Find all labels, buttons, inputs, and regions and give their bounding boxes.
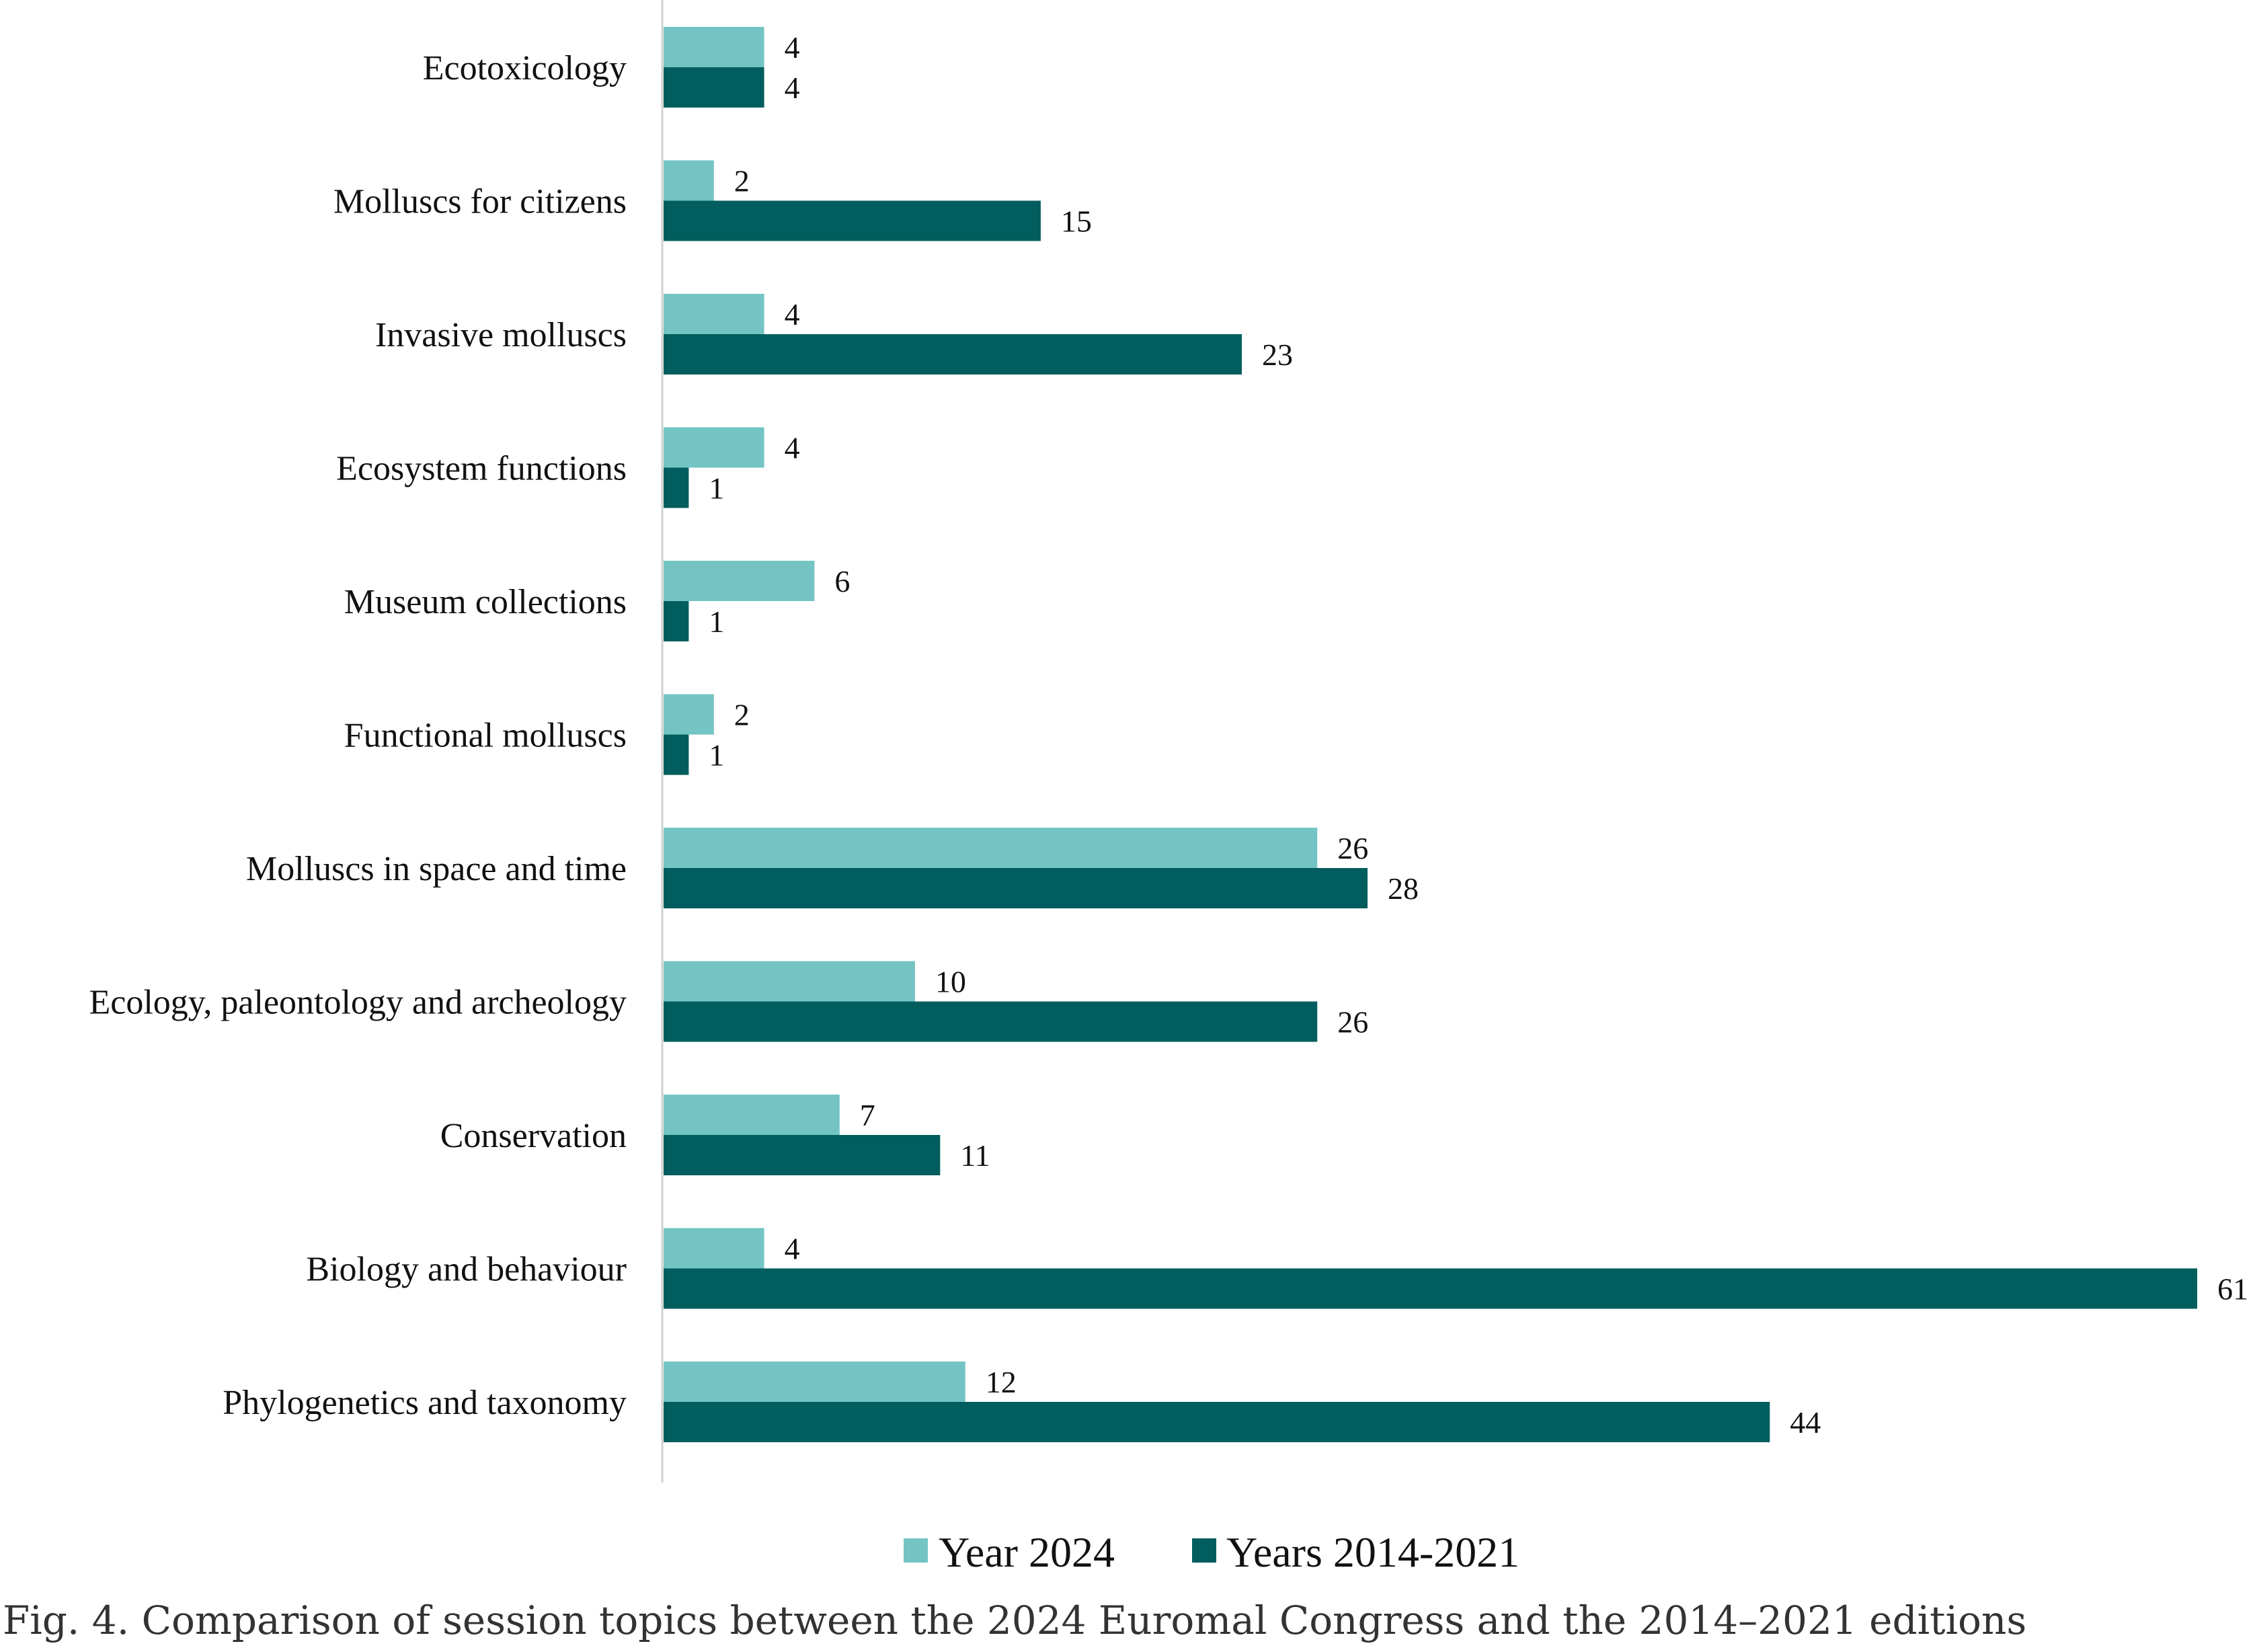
figure-caption: Fig. 4. Comparison of session topics bet… [3, 1598, 2027, 1643]
data-label-molluscs-for-citizens-years-2014-2021: 15 [1061, 204, 1092, 239]
legend-swatch-years-2014-2021 [1192, 1538, 1216, 1563]
data-label-museum-collections-year-2024: 6 [834, 564, 850, 598]
legend-swatch-year-2024 [904, 1538, 928, 1563]
bar-conservation-years-2014-2021 [664, 1135, 941, 1175]
data-label-molluscs-in-space-and-time-years-2014-2021: 28 [1388, 871, 1419, 906]
data-label-museum-collections-years-2014-2021: 1 [709, 604, 724, 639]
bar-phylogenetics-and-taxonomy-year-2024 [664, 1362, 965, 1402]
data-label-functional-molluscs-years-2014-2021: 1 [709, 738, 724, 773]
category-label-functional-molluscs: Functional molluscs [344, 717, 627, 755]
bar-functional-molluscs-years-2014-2021 [664, 734, 689, 775]
bar-museum-collections-year-2024 [664, 561, 815, 601]
data-label-functional-molluscs-year-2024: 2 [734, 698, 750, 732]
bar-molluscs-in-space-and-time-year-2024 [664, 828, 1318, 868]
category-label-museum-collections: Museum collections [344, 583, 627, 621]
data-label-ecosystem-functions-years-2014-2021: 1 [709, 471, 724, 506]
category-label-ecotoxicology: Ecotoxicology [423, 49, 627, 87]
bar-biology-and-behaviour-year-2024 [664, 1228, 764, 1269]
category-label-conservation: Conservation [440, 1117, 627, 1155]
bar-ecotoxicology-year-2024 [664, 27, 764, 67]
bar-functional-molluscs-year-2024 [664, 694, 714, 735]
bar-ecosystem-functions-years-2014-2021 [664, 467, 689, 508]
bar-ecology-paleontology-and-archeology-years-2014-2021 [664, 1001, 1318, 1042]
bar-ecosystem-functions-year-2024 [664, 427, 764, 468]
data-label-conservation-year-2024: 7 [860, 1098, 875, 1132]
bar-conservation-year-2024 [664, 1095, 840, 1135]
data-label-biology-and-behaviour-year-2024: 4 [785, 1232, 800, 1266]
bar-invasive-molluscs-years-2014-2021 [664, 334, 1242, 375]
data-label-phylogenetics-and-taxonomy-years-2014-2021: 44 [1790, 1405, 1821, 1440]
data-label-biology-and-behaviour-years-2014-2021: 61 [2217, 1272, 2248, 1306]
category-label-phylogenetics-and-taxonomy: Phylogenetics and taxonomy [223, 1384, 627, 1422]
bar-ecotoxicology-years-2014-2021 [664, 67, 764, 108]
category-label-ecosystem-functions: Ecosystem functions [336, 450, 627, 488]
bar-molluscs-for-citizens-year-2024 [664, 160, 714, 201]
data-label-phylogenetics-and-taxonomy-year-2024: 12 [986, 1365, 1017, 1399]
bar-invasive-molluscs-year-2024 [664, 294, 764, 334]
category-label-molluscs-in-space-and-time: Molluscs in space and time [246, 850, 627, 888]
data-label-molluscs-in-space-and-time-year-2024: 26 [1337, 831, 1368, 865]
data-label-invasive-molluscs-year-2024: 4 [785, 297, 800, 331]
data-label-invasive-molluscs-years-2014-2021: 23 [1262, 338, 1293, 372]
bar-molluscs-in-space-and-time-years-2014-2021 [664, 868, 1368, 908]
category-label-molluscs-for-citizens: Molluscs for citizens [333, 183, 627, 221]
category-label-ecology-paleontology-and-archeology: Ecology, paleontology and archeology [89, 984, 627, 1022]
legend: Year 2024 Years 2014-2021 [904, 1528, 1519, 1573]
bar-biology-and-behaviour-years-2014-2021 [664, 1268, 2197, 1309]
bar-museum-collections-years-2014-2021 [664, 601, 689, 641]
bar-ecology-paleontology-and-archeology-year-2024 [664, 961, 915, 1002]
category-label-biology-and-behaviour: Biology and behaviour [306, 1251, 627, 1289]
data-label-ecosystem-functions-year-2024: 4 [785, 431, 800, 465]
category-label-invasive-molluscs: Invasive molluscs [375, 316, 627, 354]
data-label-ecotoxicology-year-2024: 4 [785, 30, 800, 65]
legend-label-years-2014-2021: Years 2014-2021 [1226, 1528, 1519, 1573]
data-label-ecotoxicology-years-2014-2021: 4 [785, 71, 800, 105]
bar-phylogenetics-and-taxonomy-years-2014-2021 [664, 1402, 1770, 1442]
data-label-molluscs-for-citizens-year-2024: 2 [734, 164, 750, 198]
data-label-conservation-years-2014-2021: 11 [960, 1138, 990, 1173]
legend-label-year-2024: Year 2024 [939, 1528, 1115, 1573]
data-label-ecology-paleontology-and-archeology-years-2014-2021: 26 [1337, 1005, 1368, 1039]
bar-molluscs-for-citizens-years-2014-2021 [664, 200, 1041, 241]
data-label-ecology-paleontology-and-archeology-year-2024: 10 [935, 965, 966, 999]
